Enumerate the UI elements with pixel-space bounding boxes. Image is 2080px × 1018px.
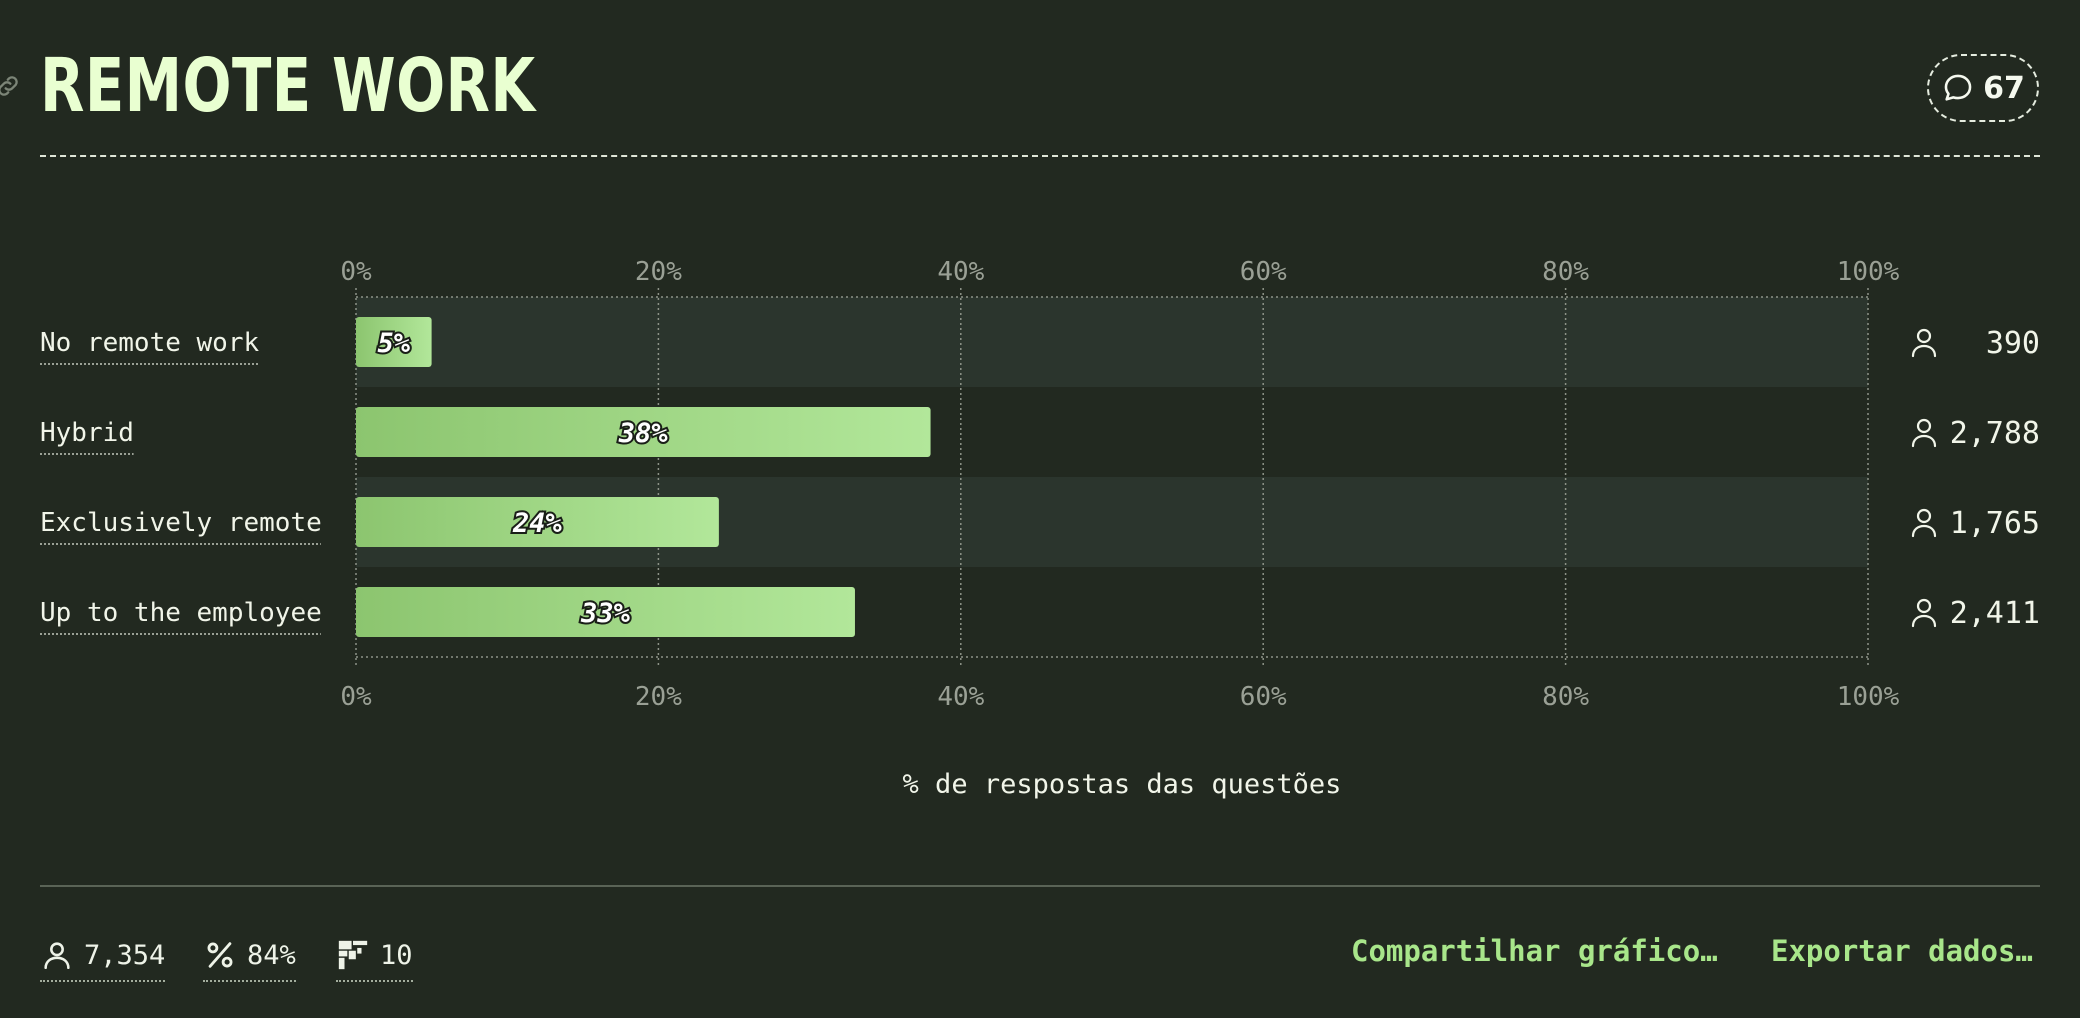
person-icon xyxy=(1911,508,1937,538)
header-divider xyxy=(40,155,2040,157)
completion-rate-value: 84% xyxy=(247,939,296,971)
x-tick-label-bottom: 0% xyxy=(340,682,372,712)
bar xyxy=(356,587,855,637)
category-label: Exclusively remote xyxy=(40,508,322,538)
question-count-value: 10 xyxy=(380,939,413,971)
total-respondents-value: 7,354 xyxy=(84,939,166,971)
comment-count: 67 xyxy=(1983,70,2025,106)
respondent-count: 2,411 xyxy=(1950,596,2040,631)
respondent-count: 2,788 xyxy=(1950,416,2040,451)
footer-divider xyxy=(40,885,2040,887)
x-tick-label-top: 100% xyxy=(1837,257,1900,287)
bar xyxy=(356,317,432,367)
question-count-stat[interactable]: 10 xyxy=(336,934,413,982)
bar-value-label: 33% xyxy=(580,598,631,629)
bar-value-label: 38% xyxy=(618,418,669,449)
share-chart-button[interactable]: Compartilhar gráfico… xyxy=(1351,934,1718,968)
row-band xyxy=(356,297,1868,387)
x-tick-label-bottom: 80% xyxy=(1542,682,1589,712)
person-icon xyxy=(1911,598,1937,628)
person-icon xyxy=(44,942,70,970)
comment-icon xyxy=(1944,74,1972,101)
x-tick-label-bottom: 60% xyxy=(1240,682,1287,712)
bar-chart: 0% 0% 20% 20% 40% 40% 60% 60% 80% 80% 100% 100% No r… xyxy=(40,257,2040,800)
category-label: Up to the employee xyxy=(40,598,322,628)
respondent-count: 1,765 xyxy=(1950,506,2040,541)
bar xyxy=(356,497,719,547)
x-tick-label-bottom: 100% xyxy=(1837,682,1900,712)
x-tick-label-bottom: 40% xyxy=(937,682,984,712)
completion-rate-stat[interactable]: 84% xyxy=(203,934,296,982)
percent-icon xyxy=(207,942,233,968)
person-icon xyxy=(1911,418,1937,448)
export-data-button[interactable]: Exportar dados… xyxy=(1771,934,2033,968)
comments-button[interactable]: 67 xyxy=(1927,54,2039,122)
x-tick-label-top: 0% xyxy=(340,257,372,287)
x-tick-label-top: 40% xyxy=(937,257,984,287)
respondent-count: 390 xyxy=(1986,326,2040,361)
questions-icon xyxy=(338,940,368,970)
x-axis-label: % de respostas das questões xyxy=(903,769,1342,800)
total-respondents-stat[interactable]: 7,354 xyxy=(40,934,166,982)
bar-value-label: 24% xyxy=(512,508,563,539)
category-label: No remote work xyxy=(40,328,259,358)
x-tick-label-bottom: 20% xyxy=(635,682,682,712)
page-title: REMOTE WORK xyxy=(40,43,536,129)
bar xyxy=(356,407,931,457)
category-label: Hybrid xyxy=(40,418,134,448)
person-icon xyxy=(1911,328,1937,358)
x-tick-label-top: 20% xyxy=(635,257,682,287)
x-tick-label-top: 60% xyxy=(1240,257,1287,287)
link-icon[interactable] xyxy=(0,72,22,100)
x-tick-label-top: 80% xyxy=(1542,257,1589,287)
bar-value-label: 5% xyxy=(378,328,411,359)
